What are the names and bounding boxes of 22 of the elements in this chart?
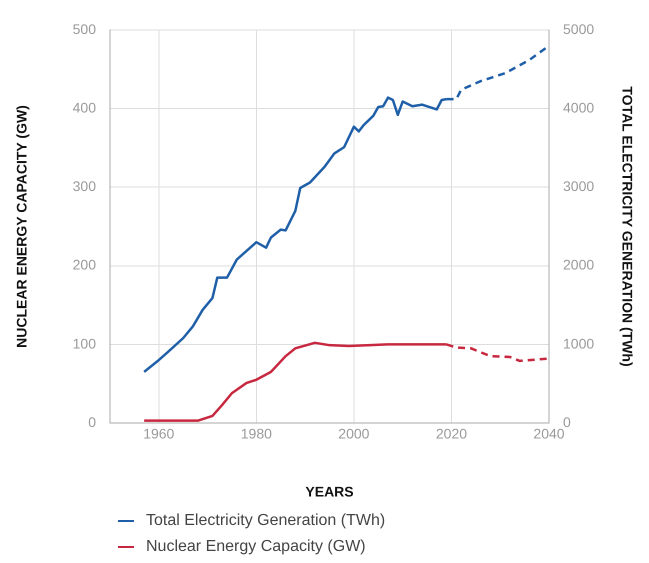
x-axis-title: YEARS bbox=[305, 483, 354, 500]
y-tick-label: 500 bbox=[72, 20, 96, 37]
y-tick-label: 200 bbox=[72, 256, 96, 273]
y2-tick-label: 0 bbox=[563, 414, 571, 430]
y-tick-label: 0 bbox=[88, 414, 96, 430]
y2-tick-label: 2000 bbox=[563, 256, 594, 273]
y2-tick-label: 5000 bbox=[563, 20, 594, 37]
y-tick-label: 300 bbox=[72, 178, 96, 194]
legend-label: Nuclear Energy Capacity (GW) bbox=[146, 538, 366, 556]
x-tick-label: 2040 bbox=[533, 425, 565, 442]
x-tick-label: 1960 bbox=[143, 425, 175, 442]
y2-axis-title: TOTAL ELECTRICITY GENERATION (TWh) bbox=[620, 86, 636, 367]
legend-label: Total Electricity Generation (TWh) bbox=[146, 512, 386, 530]
x-tick-label: 2020 bbox=[436, 425, 468, 442]
x-tick-label: 2000 bbox=[338, 425, 370, 442]
y-tick-label: 400 bbox=[72, 99, 96, 116]
y-axis-title: NUCLEAR ENERGY CAPACITY (GW) bbox=[13, 105, 30, 348]
y2-tick-label: 3000 bbox=[563, 178, 594, 194]
y2-tick-label: 4000 bbox=[563, 99, 594, 116]
y-tick-label: 100 bbox=[72, 335, 96, 352]
y2-tick-label: 1000 bbox=[563, 335, 594, 352]
x-tick-label: 1980 bbox=[240, 425, 272, 442]
